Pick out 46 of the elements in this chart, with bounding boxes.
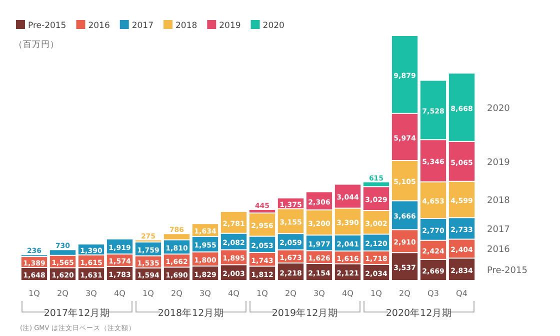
text: 2017年12月期 xyxy=(44,307,110,319)
x-tick-label: 3Q xyxy=(86,289,97,298)
bar xyxy=(50,250,76,255)
bar xyxy=(448,182,475,218)
x-tick-label: 4Q xyxy=(342,289,354,298)
bar xyxy=(448,74,475,141)
x-tick-label: 1Q xyxy=(370,289,382,298)
text: 2019年12月期 xyxy=(272,307,338,319)
x-tick-label: 4Q xyxy=(228,289,240,298)
bar xyxy=(392,114,418,160)
text: 2018年12月期 xyxy=(158,307,224,319)
x-tick-label: 2Q xyxy=(285,289,296,298)
text: 2020 xyxy=(487,104,510,114)
bar xyxy=(164,234,190,240)
bar xyxy=(392,161,418,200)
text: Pre-2015 xyxy=(487,266,528,276)
legend-label: 2017 xyxy=(132,21,154,31)
bar xyxy=(420,182,446,218)
x-tick-label: 2Q xyxy=(57,289,68,298)
bar xyxy=(392,36,418,113)
text: 2018 xyxy=(487,196,510,206)
x-tick-label: 2Q xyxy=(399,289,410,298)
text: 2017 xyxy=(487,224,510,235)
text: 2020年12月期 xyxy=(386,307,452,319)
bar xyxy=(448,142,475,181)
x-tick-label: Q3 xyxy=(428,289,439,298)
text: 2016 xyxy=(487,245,510,256)
bar xyxy=(420,140,446,182)
bar xyxy=(420,80,446,140)
legend-label: Pre-2015 xyxy=(28,21,66,31)
x-tick-label: 1Q xyxy=(142,289,154,298)
x-tick-label: 1Q xyxy=(28,289,40,298)
legend-label: 2016 xyxy=(88,21,110,31)
legend-label: 2020 xyxy=(262,21,284,31)
bar xyxy=(249,210,276,212)
bar xyxy=(363,182,390,186)
x-tick-label: 4Q xyxy=(114,289,126,298)
x-tick-label: 1Q xyxy=(256,289,268,298)
legend-label: 2019 xyxy=(219,21,241,31)
x-tick-label: 2Q xyxy=(171,289,182,298)
x-tick-label: 3Q xyxy=(200,289,211,298)
x-tick-label: Q4 xyxy=(456,289,468,298)
text: 2019 xyxy=(487,158,510,168)
x-tick-label: 3Q xyxy=(314,289,325,298)
y-axis-title: （百万円） xyxy=(14,40,59,50)
legend-label: 2018 xyxy=(176,21,198,31)
